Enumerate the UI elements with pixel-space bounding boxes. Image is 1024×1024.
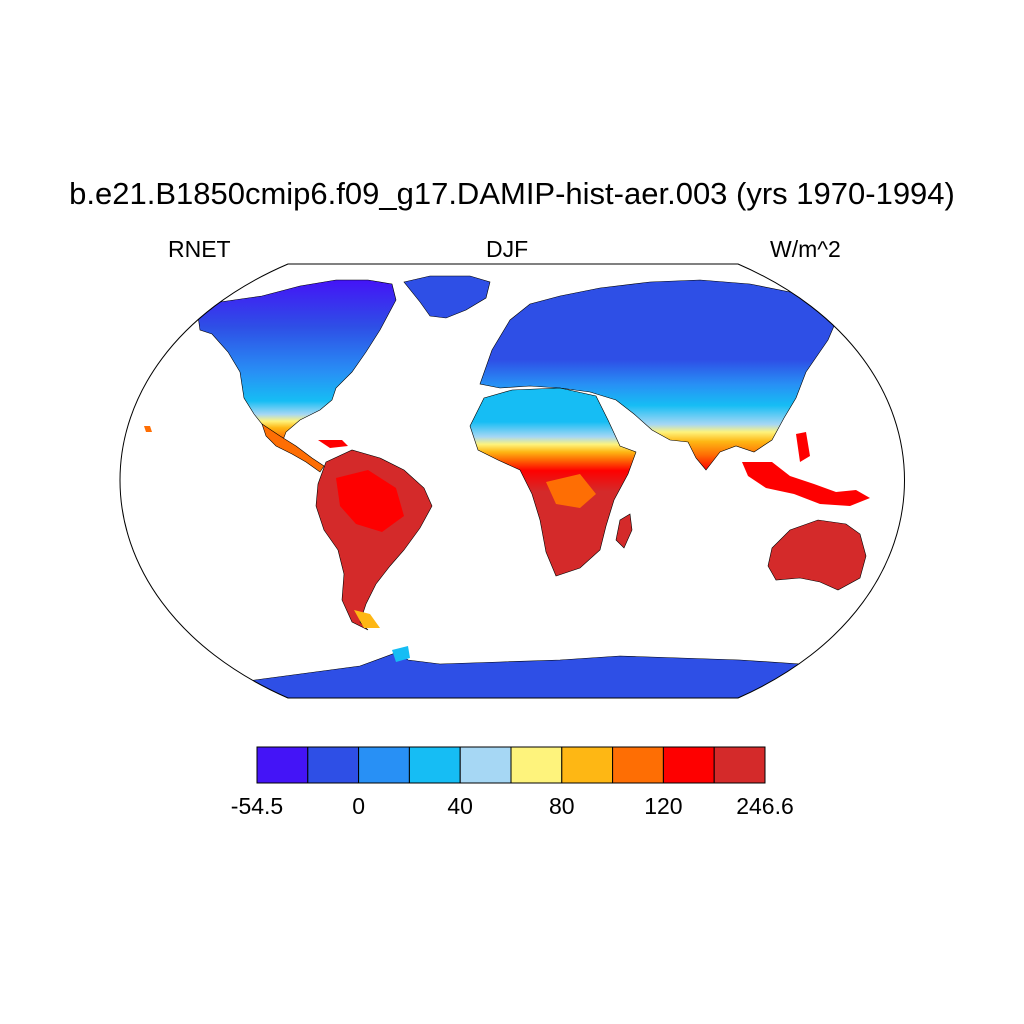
north-america-landmass <box>197 279 397 449</box>
colorbar-tick-label: 0 <box>352 793 365 819</box>
colorbar-box-5 <box>459 746 512 784</box>
colorbar-box-7 <box>561 746 614 784</box>
caribbean-islands <box>318 440 348 448</box>
madagascar-landmass <box>615 513 633 549</box>
southeast-asia-islands <box>742 462 870 506</box>
central-america-landmass <box>261 423 325 473</box>
greenland-landmass <box>403 275 491 319</box>
colorbar-tick-label: 80 <box>549 793 575 819</box>
africa-interior <box>546 474 596 508</box>
variable-label: RNET <box>168 236 231 262</box>
colorbar-tick-label: 40 <box>447 793 473 819</box>
antarctic-peninsula <box>392 646 410 662</box>
colorbar-box-6 <box>510 746 563 784</box>
eurasia-landmass <box>479 279 841 471</box>
map-border <box>119 263 905 699</box>
colorbar-box-3 <box>358 746 410 784</box>
antarctica-landmass <box>239 651 801 698</box>
colorbar-tick-label: -54.5 <box>231 793 283 819</box>
colorbar-box-4 <box>408 746 461 784</box>
southern-tip-islands <box>354 610 380 628</box>
colorbar-box-1 <box>256 746 309 784</box>
philippines-islands <box>796 432 810 462</box>
colorbar-tick-label: 246.6 <box>736 793 794 819</box>
colorbar-tick-label: 120 <box>644 793 682 819</box>
units-label: W/m^2 <box>770 236 841 262</box>
hawaii-islands <box>144 426 152 432</box>
colorbar-box-9 <box>662 746 715 784</box>
colorbar-box-2 <box>307 746 360 784</box>
plot-title: b.e21.B1850cmip6.f09_g17.DAMIP-hist-aer.… <box>69 176 955 211</box>
south-america-inner <box>336 470 404 532</box>
australia-landmass <box>767 519 867 591</box>
colorbar-box-10 <box>713 746 766 784</box>
colorbar: -54.5 0 40 80 120 246.6 <box>231 746 794 819</box>
season-label: DJF <box>486 236 529 262</box>
colorbar-box-8 <box>612 746 664 784</box>
